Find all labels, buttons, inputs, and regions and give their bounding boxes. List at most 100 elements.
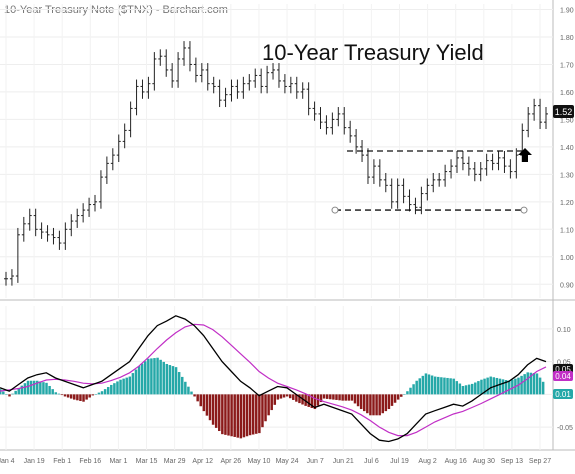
ohlc-bar [223, 87, 228, 108]
histogram-bar [32, 380, 36, 395]
histogram-bar [91, 394, 95, 396]
ohlc-bar [544, 107, 548, 130]
macd-tick-label: -0.05 [557, 425, 573, 432]
histogram-bar [57, 393, 61, 395]
histogram-bar [467, 384, 471, 395]
histogram-bar [106, 387, 110, 395]
macd-last-label: 0.05 [555, 365, 571, 374]
ohlc-bar [466, 156, 471, 176]
macd-tick-label: 0.05 [557, 360, 571, 367]
histogram-bar [110, 384, 113, 395]
x-tick-label: Mar 1 [109, 458, 127, 465]
histogram-bar [150, 358, 153, 395]
ohlc-bar [247, 74, 252, 91]
ohlc-bar [407, 189, 412, 212]
histogram-bar [128, 376, 132, 395]
ohlc-bar [484, 153, 489, 176]
x-tick-label: Mar 29 [164, 458, 186, 465]
ohlc-bar [348, 120, 353, 143]
ohlc-bar [128, 101, 133, 138]
histogram-bar [523, 374, 526, 395]
x-axis: Jan 4 Jan 19 Feb 1 Feb 16 Mar 1 Mar 15 Mar 29 A… [0, 458, 551, 465]
ohlc-bar [21, 216, 26, 242]
ohlc-bar [354, 129, 359, 154]
histogram-bar [14, 390, 17, 395]
histogram-bar [20, 385, 24, 395]
histogram-bar [449, 378, 452, 395]
ohlc-bar [383, 172, 388, 193]
ohlc-bar [235, 79, 240, 99]
ohlc-bar [199, 63, 204, 83]
ohlc-bar [39, 222, 44, 239]
ohlc-bar [532, 98, 537, 121]
histogram-bar [54, 392, 58, 395]
histogram-bar [29, 380, 33, 395]
histogram-bar [143, 361, 147, 395]
ohlc-bar [9, 269, 14, 286]
histogram-bar [48, 385, 51, 395]
histogram-bar [498, 378, 502, 395]
ohlc-bar [152, 52, 157, 91]
histogram-bar [168, 365, 172, 395]
histogram-bar [103, 389, 107, 395]
histogram-bar [2, 391, 5, 395]
ohlc-bar [205, 63, 210, 91]
histogram-bar [332, 394, 335, 400]
histogram-bar [529, 372, 533, 395]
annotations [331, 148, 532, 214]
histogram-bar [159, 359, 162, 395]
ohlc-bar [27, 208, 32, 231]
ohlc-bar [176, 52, 181, 88]
ohlc-bar [365, 148, 370, 184]
histogram-bar [409, 387, 412, 395]
ohlc-bar [4, 271, 8, 286]
ohlc-bar [93, 194, 98, 212]
ohlc-bar [395, 178, 400, 209]
price-tick-label: 1.20 [560, 200, 574, 207]
histogram-bar [372, 394, 375, 416]
histogram-bar [520, 375, 523, 395]
histogram-bar [418, 378, 422, 395]
x-tick-label: Jan 4 [0, 458, 15, 465]
histogram-bar [242, 394, 246, 438]
macd-histogram [0, 357, 545, 439]
ohlc-bar [217, 79, 222, 108]
price-tick-label: 1.80 [560, 35, 574, 42]
ohlc-bar [449, 159, 454, 179]
histogram-bar [63, 394, 67, 397]
histogram-bar [224, 394, 227, 435]
ohlc-bar [324, 115, 329, 135]
histogram-bar [443, 377, 446, 395]
histogram-bar [199, 394, 202, 407]
ohlc-bar [45, 225, 50, 242]
x-tick-label: Aug 2 [418, 458, 436, 465]
histogram-bar [511, 379, 514, 395]
histogram-bar [258, 394, 261, 434]
histogram-bar [137, 366, 141, 395]
histogram-bar [535, 373, 539, 395]
histogram-bar [403, 394, 406, 395]
histogram-bar [76, 394, 79, 401]
histogram-bar [211, 394, 215, 425]
histogram-bar [279, 394, 283, 399]
histogram-bar [486, 377, 489, 395]
ohlc-bar [431, 172, 436, 193]
ohlc-bar [460, 151, 465, 171]
x-tick-label: Feb 1 [53, 458, 71, 465]
histogram-bar [285, 394, 289, 397]
price-tick-label: 1.90 [560, 7, 574, 14]
histogram-bar [325, 394, 329, 399]
histogram-bar [282, 394, 286, 398]
histogram-bar [532, 373, 536, 395]
ohlc-bar [15, 227, 20, 283]
price-tick-label: 0.90 [560, 282, 574, 289]
ohlc-bar [81, 203, 86, 223]
price-tick-label: 1.30 [560, 172, 574, 179]
histogram-bar [461, 385, 465, 395]
histogram-bar [187, 386, 190, 395]
histogram-bar [276, 394, 280, 400]
histogram-bar [60, 394, 64, 396]
ohlc-bar [377, 159, 382, 187]
histogram-bar [171, 366, 175, 395]
ohlc-bar [371, 159, 376, 184]
